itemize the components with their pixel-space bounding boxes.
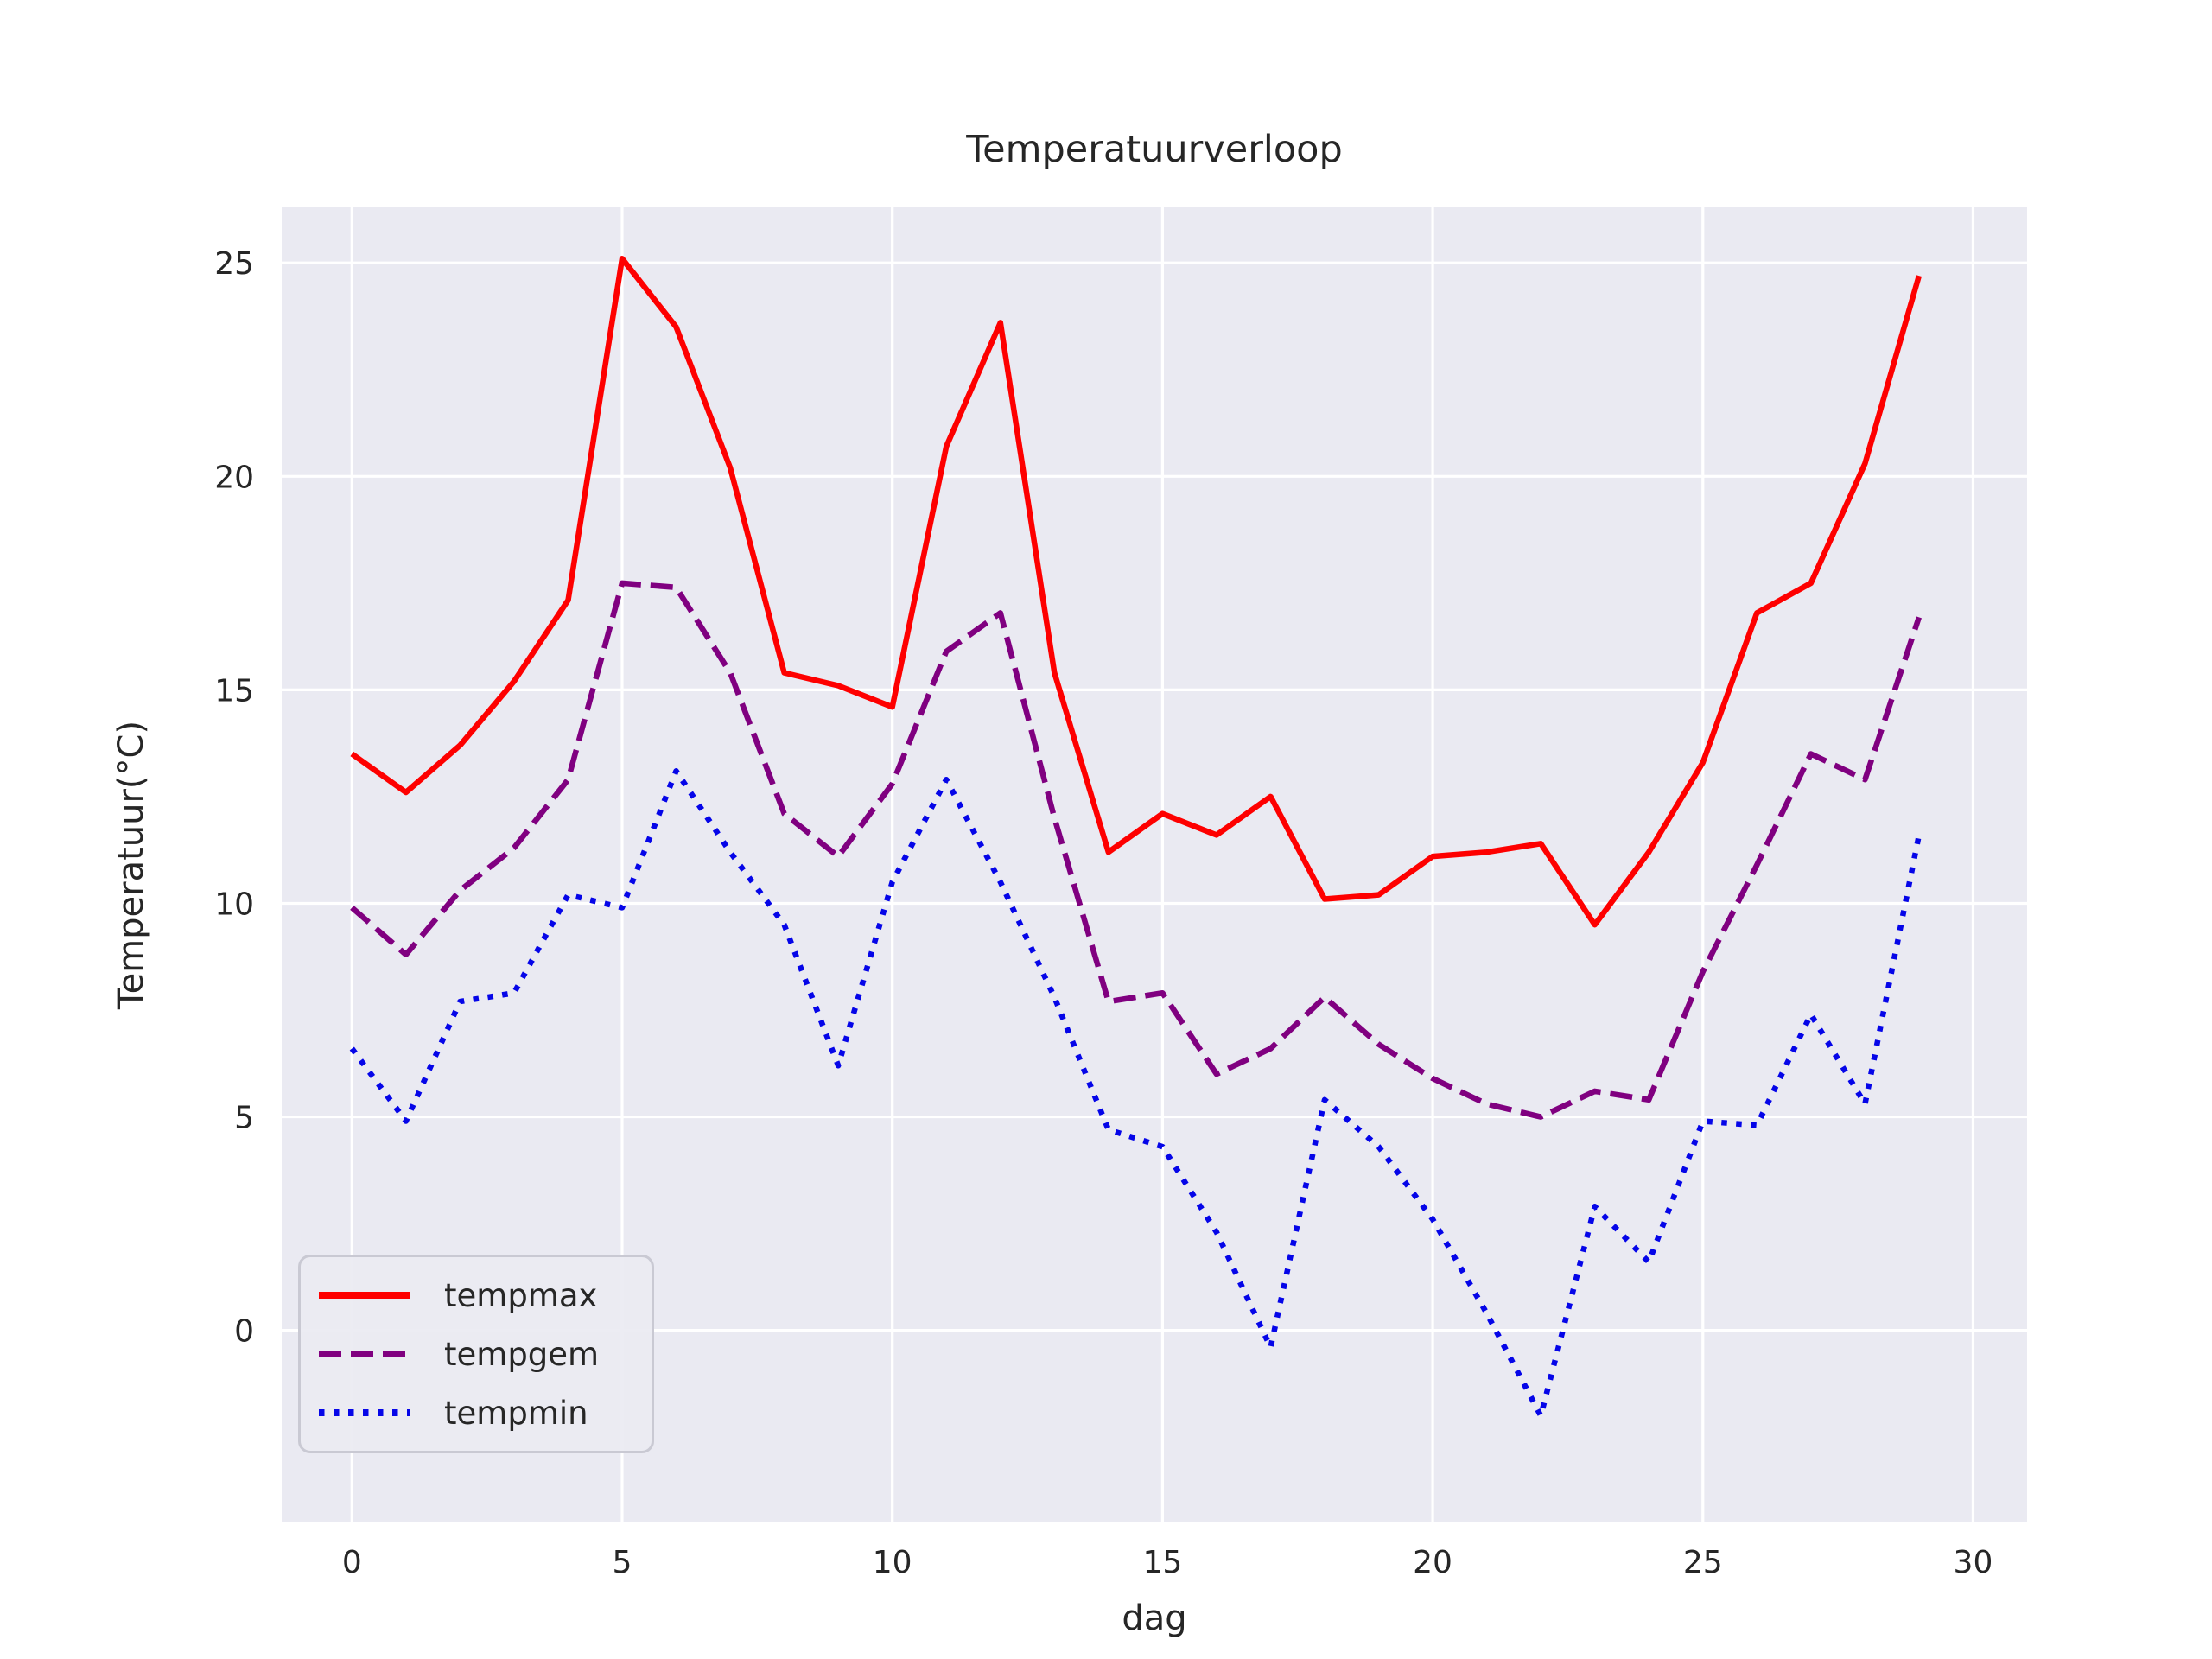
legend: tempmax tempgem tempmin <box>298 1255 654 1453</box>
x-tick-label-25: 25 <box>1683 1545 1723 1580</box>
series-line-tempmax <box>350 256 1923 928</box>
y-tick-label-5: 5 <box>234 1101 254 1136</box>
legend-swatch-solid-line-icon <box>319 1292 410 1299</box>
y-axis-label: Temperatuur(°C) <box>111 720 151 1010</box>
legend-swatch-dotted-line-icon <box>319 1409 410 1416</box>
x-tick-label-15: 15 <box>1142 1545 1182 1580</box>
legend-label: tempmin <box>444 1394 588 1432</box>
legend-item-tempgem: tempgem <box>316 1336 643 1373</box>
y-tick-label-15: 15 <box>214 673 254 709</box>
x-tick-label-30: 30 <box>1954 1545 1993 1580</box>
legend-item-tempmin: tempmin <box>316 1395 643 1432</box>
x-axis-label: dag <box>1122 1599 1187 1638</box>
y-tick-label-10: 10 <box>214 887 254 922</box>
series-line-tempmin <box>349 768 1923 1419</box>
y-tick-label-20: 20 <box>214 460 254 495</box>
legend-item-tempmax: tempmax <box>316 1277 643 1314</box>
x-tick-label-0: 0 <box>342 1545 362 1580</box>
y-tick-label-0: 0 <box>234 1314 254 1350</box>
legend-label: tempmax <box>444 1276 598 1314</box>
x-tick-label-10: 10 <box>873 1545 912 1580</box>
y-tick-label-25: 25 <box>214 246 254 282</box>
series-line-tempgem <box>350 580 1922 1120</box>
x-tick-label-20: 20 <box>1413 1545 1452 1580</box>
chart-title: Temperatuurverloop <box>966 128 1343 171</box>
legend-swatch-dashed-line-icon <box>319 1351 410 1357</box>
legend-label: tempgem <box>444 1335 600 1373</box>
x-tick-label-5: 5 <box>613 1545 632 1580</box>
